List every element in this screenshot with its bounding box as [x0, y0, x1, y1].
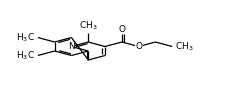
- Text: O: O: [118, 25, 125, 34]
- Text: O: O: [135, 42, 142, 51]
- Text: H$_3$C: H$_3$C: [16, 49, 35, 62]
- Text: H$_3$C: H$_3$C: [16, 31, 35, 44]
- Text: CH$_3$: CH$_3$: [79, 19, 98, 32]
- Text: N: N: [68, 42, 75, 51]
- Text: CH$_3$: CH$_3$: [175, 40, 194, 53]
